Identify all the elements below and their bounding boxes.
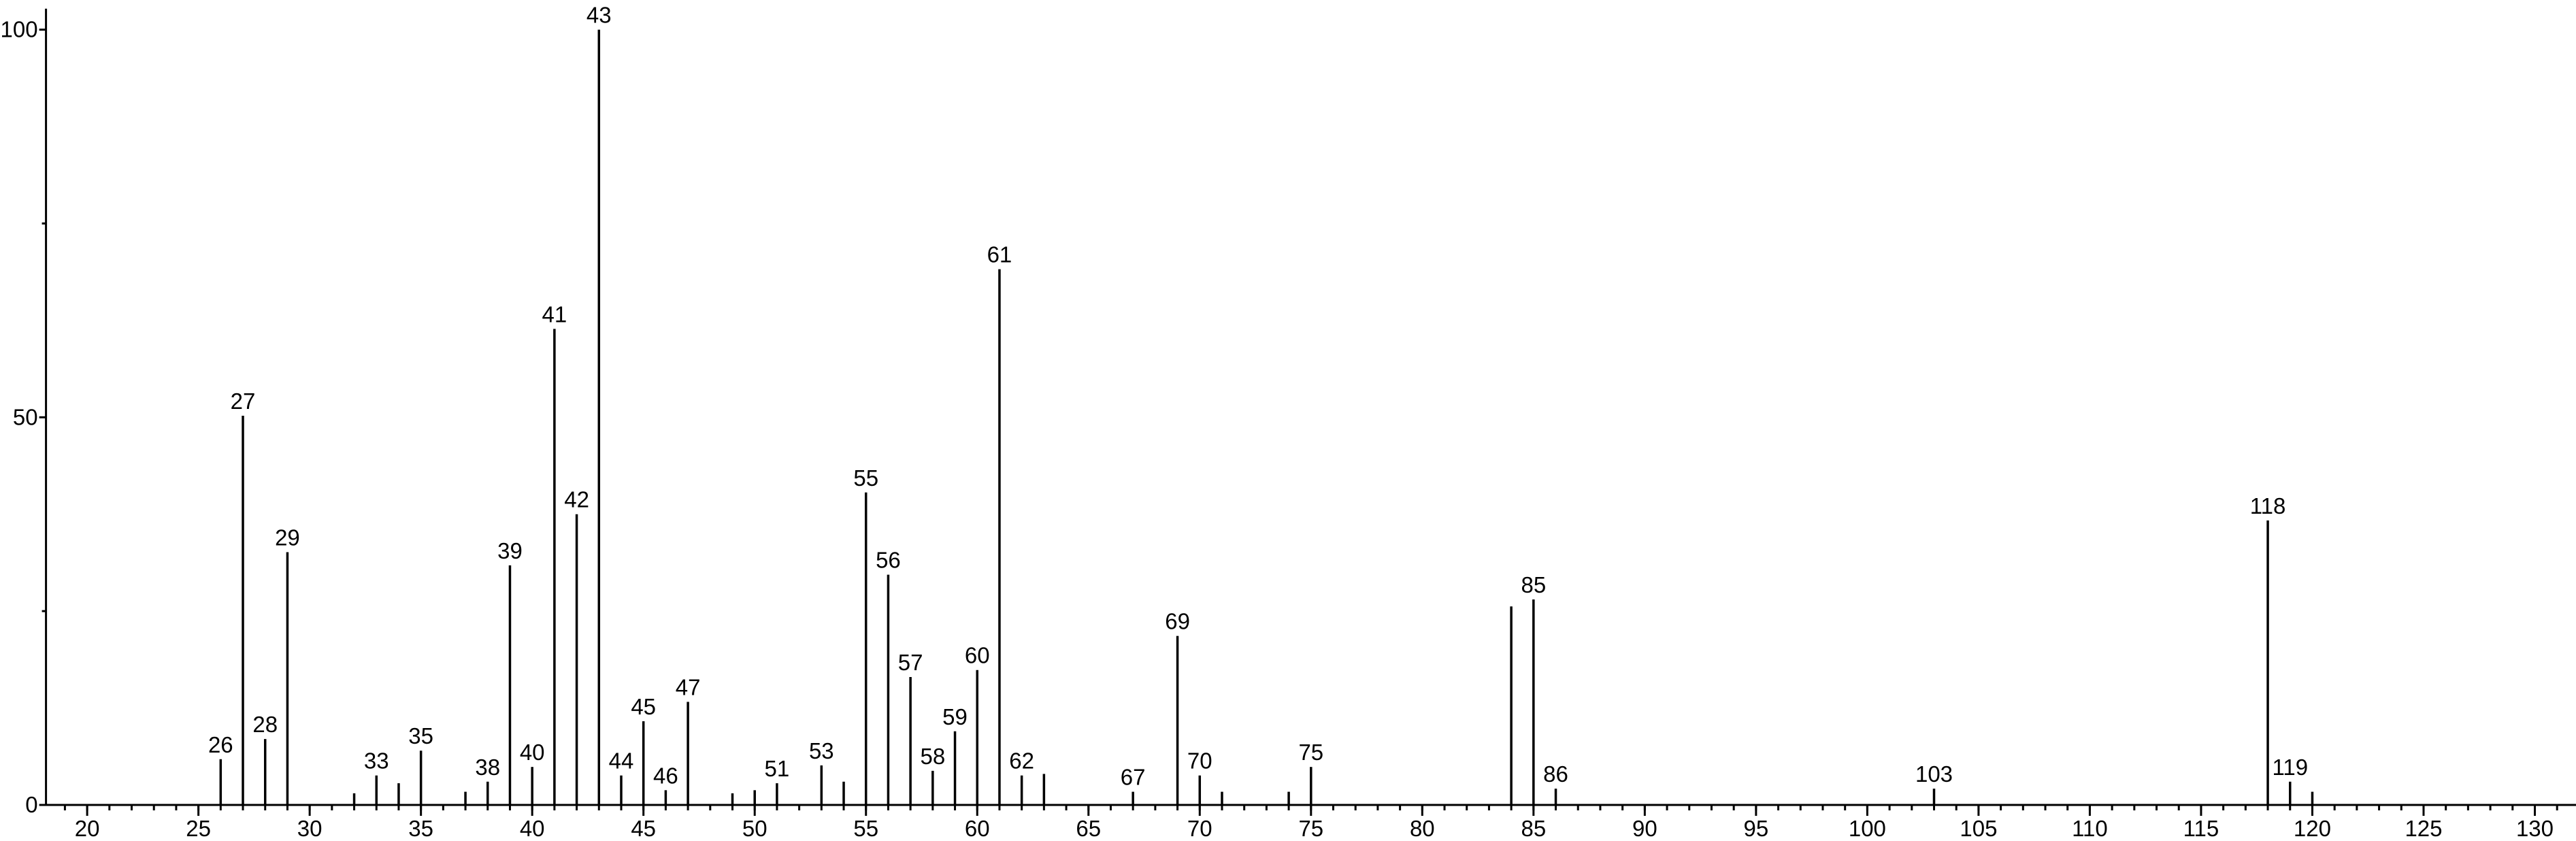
peak-label: 62 <box>1009 748 1034 774</box>
x-tick-label: 65 <box>1076 816 1101 841</box>
x-tick-label: 85 <box>1521 816 1546 841</box>
x-tick-label: 75 <box>1298 816 1323 841</box>
peak-label: 38 <box>475 755 500 780</box>
peak-label: 39 <box>497 538 523 563</box>
x-tick-label: 50 <box>742 816 767 841</box>
x-tick-label: 70 <box>1187 816 1212 841</box>
peak-label: 28 <box>252 712 278 737</box>
peak-label: 44 <box>609 748 634 774</box>
peak-label: 45 <box>631 694 656 719</box>
x-tick-label: 55 <box>853 816 878 841</box>
peak-label: 60 <box>965 643 990 668</box>
peak-label: 119 <box>2272 755 2308 780</box>
peak-label: 70 <box>1187 748 1212 774</box>
peak-label: 85 <box>1521 572 1546 597</box>
peak-label: 56 <box>876 548 901 573</box>
peak-label: 35 <box>408 723 433 748</box>
peak-label: 51 <box>765 756 790 781</box>
x-tick-label: 95 <box>1744 816 1769 841</box>
x-tick-label: 100 <box>1849 816 1886 841</box>
peak-label: 43 <box>587 3 612 28</box>
x-tick-label: 80 <box>1410 816 1435 841</box>
peak-label: 40 <box>520 740 545 765</box>
y-tick-label: 100 <box>1 17 38 42</box>
x-tick-label: 35 <box>408 816 433 841</box>
x-tick-label: 105 <box>1960 816 1997 841</box>
peak-label: 53 <box>809 738 834 763</box>
x-tick-label: 25 <box>186 816 211 841</box>
x-tick-label: 130 <box>2516 816 2554 841</box>
peak-label: 58 <box>920 744 945 769</box>
peak-label: 55 <box>853 465 878 491</box>
x-tick-label: 60 <box>965 816 990 841</box>
peak-label: 46 <box>653 763 678 788</box>
x-tick-label: 45 <box>631 816 656 841</box>
peak-label: 118 <box>2250 493 2286 518</box>
x-tick-label: 115 <box>2183 816 2219 841</box>
peak-label: 69 <box>1165 609 1190 634</box>
peak-label: 41 <box>542 301 567 327</box>
peak-label: 61 <box>987 242 1012 267</box>
peak-label: 67 <box>1121 765 1146 790</box>
peak-label: 27 <box>231 389 256 414</box>
peak-label: 29 <box>275 525 300 550</box>
peak-label: 86 <box>1543 761 1568 787</box>
x-tick-label: 125 <box>2405 816 2442 841</box>
peak-label: 103 <box>1915 761 1953 787</box>
y-tick-label: 0 <box>25 792 37 817</box>
peak-label: 57 <box>898 650 923 675</box>
x-tick-label: 20 <box>75 816 100 841</box>
peak-label: 47 <box>676 674 701 699</box>
x-tick-label: 90 <box>1632 816 1657 841</box>
peak-label: 59 <box>942 704 968 729</box>
peak-label: 26 <box>208 732 233 757</box>
y-tick-label: 50 <box>13 404 38 429</box>
x-tick-label: 120 <box>2294 816 2331 841</box>
x-tick-label: 30 <box>297 816 323 841</box>
x-tick-label: 40 <box>520 816 545 841</box>
peak-label: 33 <box>364 748 389 774</box>
x-tick-label: 110 <box>2072 816 2108 841</box>
peak-label: 75 <box>1298 740 1323 765</box>
peak-label: 42 <box>564 487 589 512</box>
